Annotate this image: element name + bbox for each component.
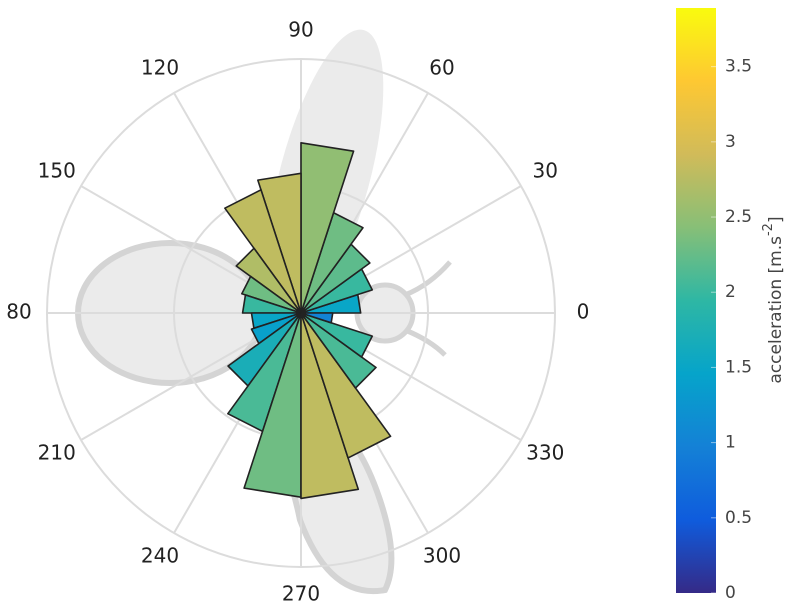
colorbar-label-sup: -2 — [761, 223, 776, 236]
theta-tick-label: 60 — [429, 55, 454, 79]
chart: 0 30 60 90 120 150 80 210 240 270 300 330 0 0.5 1 1.5 2… — [0, 0, 791, 607]
colorbar-label-end: ] — [766, 216, 786, 223]
colorbar-label-main: acceleration [m.s — [766, 236, 786, 384]
colorbar-tick-label: 3 — [725, 132, 736, 152]
colorbar-tick-label: 2.5 — [725, 207, 752, 227]
theta-tick-label: 270 — [282, 582, 320, 606]
colorbar — [676, 8, 716, 593]
theta-tick-label: 330 — [526, 441, 564, 465]
colorbar-tick-label: 1.5 — [725, 357, 752, 377]
theta-tick-label: 240 — [141, 544, 179, 568]
colorbar-tick-label: 1 — [725, 433, 736, 453]
colorbar-tick-label: 3.5 — [725, 57, 752, 77]
theta-tick-label: 120 — [141, 55, 179, 79]
theta-tick-label: 90 — [288, 18, 313, 42]
colorbar-tick-label: 0.5 — [725, 508, 752, 528]
colorbar-tick-label: 0 — [725, 583, 736, 603]
theta-tick-label: 0 — [577, 300, 590, 324]
colorbar-label: acceleration [m.s-2] — [761, 216, 787, 383]
theta-tick-label: 80 — [6, 300, 31, 324]
theta-tick-label: 210 — [38, 441, 76, 465]
theta-tick-label: 150 — [38, 159, 76, 183]
theta-tick-label: 30 — [532, 159, 557, 183]
theta-tick-label: 300 — [423, 544, 461, 568]
colorbar-tick-label: 2 — [725, 282, 736, 302]
